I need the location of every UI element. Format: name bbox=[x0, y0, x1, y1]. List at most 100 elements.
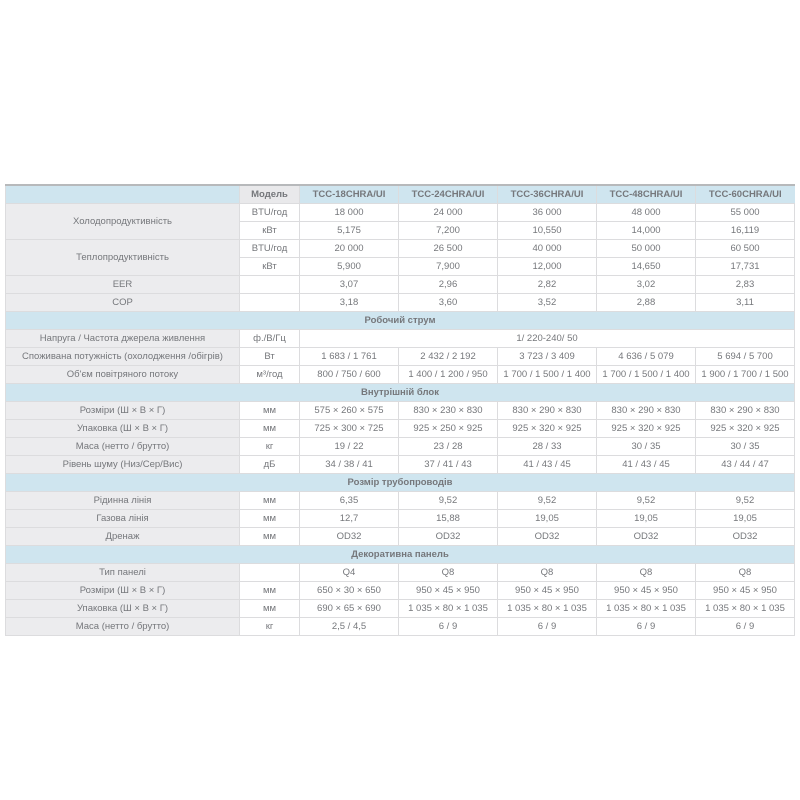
table-row: Маса (нетто / брутто) кг 2,5 / 4,5 6 / 9… bbox=[5, 617, 795, 636]
value-cell: 950 × 45 × 950 bbox=[497, 581, 597, 600]
value-cell: 40 000 bbox=[497, 239, 597, 258]
value-cell: 15,88 bbox=[398, 509, 498, 528]
value-cell: 4 636 / 5 079 bbox=[596, 347, 696, 366]
table-header-row: Модель TCC-18CHRA/UI TCC-24CHRA/UI TCC-3… bbox=[5, 184, 795, 204]
value-cell: 14,650 bbox=[596, 257, 696, 276]
value-cell: 9,52 bbox=[596, 491, 696, 510]
value-cell: OD32 bbox=[695, 527, 795, 546]
value-cell: 925 × 250 × 925 bbox=[398, 419, 498, 438]
value-cell: 6 / 9 bbox=[497, 617, 597, 636]
value-cell: 800 / 750 / 600 bbox=[299, 365, 399, 384]
value-cell: 725 × 300 × 725 bbox=[299, 419, 399, 438]
value-cell: 1/ 220-240/ 50 bbox=[299, 329, 795, 348]
value-cell: 575 × 260 × 575 bbox=[299, 401, 399, 420]
row-label: Тип панелі bbox=[5, 563, 240, 582]
value-cell: 2,96 bbox=[398, 275, 498, 294]
table-row: EER 3,07 2,96 2,82 3,02 2,83 bbox=[5, 275, 795, 294]
unit-cell: м³/год bbox=[239, 365, 300, 384]
value-cell: 7,900 bbox=[398, 257, 498, 276]
value-cell: 5,175 bbox=[299, 221, 399, 240]
value-cell: 48 000 bbox=[596, 203, 696, 222]
section-row: Декоративна панель bbox=[5, 545, 795, 564]
value-cell: 830 × 290 × 830 bbox=[695, 401, 795, 420]
value-cell: 2,5 / 4,5 bbox=[299, 617, 399, 636]
table-row: Споживана потужність (охолодження /обігр… bbox=[5, 347, 795, 366]
value-cell: 950 × 45 × 950 bbox=[398, 581, 498, 600]
value-cell: 18 000 bbox=[299, 203, 399, 222]
value-cell: 3,60 bbox=[398, 293, 498, 312]
row-label: Маса (нетто / брутто) bbox=[5, 617, 240, 636]
section-row: Внутрішній блок bbox=[5, 383, 795, 402]
value-cell: 2,82 bbox=[497, 275, 597, 294]
value-cell: 2 432 / 2 192 bbox=[398, 347, 498, 366]
row-label: Розміри (Ш × В × Г) bbox=[5, 581, 240, 600]
value-cell: 14,000 bbox=[596, 221, 696, 240]
row-label: Рівень шуму (Низ/Сер/Вис) bbox=[5, 455, 240, 474]
value-cell: 5 694 / 5 700 bbox=[695, 347, 795, 366]
value-cell: 20 000 bbox=[299, 239, 399, 258]
table-row: Дренаж мм OD32 OD32 OD32 OD32 OD32 bbox=[5, 527, 795, 546]
value-cell: 10,550 bbox=[497, 221, 597, 240]
value-cell: 1 400 / 1 200 / 950 bbox=[398, 365, 498, 384]
table-row: Об'єм повітряного потоку м³/год 800 / 75… bbox=[5, 365, 795, 384]
value-cell: 19,05 bbox=[596, 509, 696, 528]
value-cell: 2,83 bbox=[695, 275, 795, 294]
value-cell: OD32 bbox=[299, 527, 399, 546]
unit-cell bbox=[239, 563, 300, 582]
row-label: Розміри (Ш × В × Г) bbox=[5, 401, 240, 420]
value-cell: Q8 bbox=[398, 563, 498, 582]
unit-cell: ф./В/Гц bbox=[239, 329, 300, 348]
value-cell: 6 / 9 bbox=[596, 617, 696, 636]
value-cell: 830 × 290 × 830 bbox=[596, 401, 696, 420]
value-cell: 23 / 28 bbox=[398, 437, 498, 456]
value-cell: 55 000 bbox=[695, 203, 795, 222]
row-label: Об'єм повітряного потоку bbox=[5, 365, 240, 384]
unit-cell: мм bbox=[239, 491, 300, 510]
table-row: кВт 5,900 7,900 12,000 14,650 17,731 bbox=[6, 257, 795, 276]
value-cell: 3,18 bbox=[299, 293, 399, 312]
unit-cell: кВт bbox=[239, 257, 300, 276]
value-cell: 17,731 bbox=[695, 257, 795, 276]
value-cell: 41 / 43 / 45 bbox=[497, 455, 597, 474]
section-header: Робочий струм bbox=[5, 311, 795, 330]
value-cell: 9,52 bbox=[398, 491, 498, 510]
value-cell: 6,35 bbox=[299, 491, 399, 510]
unit-cell: дБ bbox=[239, 455, 300, 474]
value-cell: 690 × 65 × 690 bbox=[299, 599, 399, 618]
value-cell: 1 035 × 80 × 1 035 bbox=[596, 599, 696, 618]
value-cell: 950 × 45 × 950 bbox=[695, 581, 795, 600]
row-label: Упаковка (Ш × В × Г) bbox=[5, 599, 240, 618]
value-cell: 34 / 38 / 41 bbox=[299, 455, 399, 474]
value-cell: 650 × 30 × 650 bbox=[299, 581, 399, 600]
table-row: Рідинна лінія мм 6,35 9,52 9,52 9,52 9,5… bbox=[5, 491, 795, 510]
section-header: Декоративна панель bbox=[5, 545, 795, 564]
value-cell: 925 × 320 × 925 bbox=[596, 419, 696, 438]
unit-cell: BTU/год bbox=[239, 203, 300, 222]
value-cell: 925 × 320 × 925 bbox=[695, 419, 795, 438]
unit-cell: мм bbox=[239, 401, 300, 420]
value-cell: 19,05 bbox=[695, 509, 795, 528]
table-row: COP 3,18 3,60 3,52 2,88 3,11 bbox=[5, 293, 795, 312]
unit-cell: мм bbox=[239, 419, 300, 438]
value-cell: Q8 bbox=[695, 563, 795, 582]
value-cell: 1 700 / 1 500 / 1 400 bbox=[596, 365, 696, 384]
row-label: Газова лінія bbox=[5, 509, 240, 528]
value-cell: 1 035 × 80 × 1 035 bbox=[398, 599, 498, 618]
value-cell: 1 700 / 1 500 / 1 400 bbox=[497, 365, 597, 384]
table-row: Напруга / Частота джерела живлення ф./В/… bbox=[5, 329, 795, 348]
value-cell: 19 / 22 bbox=[299, 437, 399, 456]
unit-cell: кВт bbox=[239, 221, 300, 240]
table-row: Рівень шуму (Низ/Сер/Вис) дБ 34 / 38 / 4… bbox=[5, 455, 795, 474]
value-cell: 6 / 9 bbox=[398, 617, 498, 636]
unit-cell bbox=[239, 293, 300, 312]
spec-table-container: Модель TCC-18CHRA/UI TCC-24CHRA/UI TCC-3… bbox=[5, 184, 795, 636]
value-cell: 9,52 bbox=[695, 491, 795, 510]
value-cell: OD32 bbox=[398, 527, 498, 546]
value-cell: 36 000 bbox=[497, 203, 597, 222]
value-cell: Q8 bbox=[596, 563, 696, 582]
model-column-header: Модель bbox=[239, 184, 300, 204]
value-cell: 19,05 bbox=[497, 509, 597, 528]
table-row: Розміри (Ш × В × Г) мм 650 × 30 × 650 95… bbox=[5, 581, 795, 600]
model-header: TCC-18CHRA/UI bbox=[299, 184, 399, 204]
value-cell: 1 035 × 80 × 1 035 bbox=[695, 599, 795, 618]
